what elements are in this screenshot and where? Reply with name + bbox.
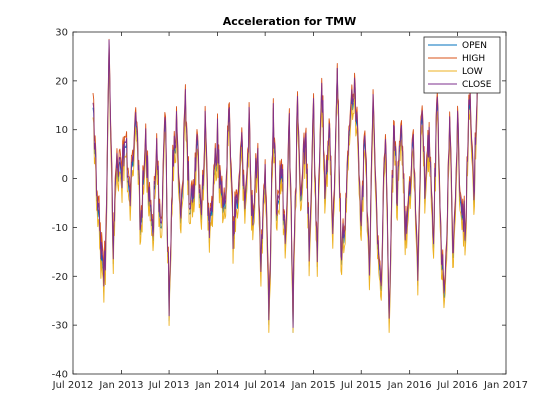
- axes-frame: [72, 31, 507, 375]
- legend-label-open: OPEN: [462, 41, 487, 51]
- y-tick-label: -10: [52, 223, 68, 234]
- legend-label-close: CLOSE: [462, 80, 492, 90]
- series-line-close: [92, 39, 479, 328]
- x-tick-label: Jan 2013: [98, 380, 143, 391]
- x-tick-label: Jan 2017: [483, 380, 528, 391]
- chart-title: Acceleration for TMW: [223, 15, 357, 28]
- x-tick-label: Jul 2016: [436, 380, 478, 391]
- y-tick-label: 10: [55, 125, 68, 136]
- y-tick-label: -20: [52, 272, 68, 283]
- x-tick-label: Jan 2014: [194, 380, 239, 391]
- y-tick-label: 0: [62, 174, 68, 185]
- y-tick-label: -40: [52, 370, 68, 381]
- legend-label-high: HIGH: [462, 54, 485, 64]
- y-tick-label: 20: [55, 76, 68, 87]
- x-tick-label: Jul 2014: [244, 380, 286, 391]
- x-tick-label: Jan 2016: [387, 380, 432, 391]
- legend: OPEN HIGH LOW CLOSE: [423, 36, 501, 94]
- x-tick-label: Jul 2015: [340, 380, 382, 391]
- legend-label-low: LOW: [462, 67, 483, 77]
- series-layer: [92, 38, 479, 333]
- y-tick-label: 30: [55, 28, 68, 39]
- y-tick-label: -30: [52, 321, 68, 332]
- x-tick-label: Jan 2015: [291, 380, 336, 391]
- x-tick-label: Jul 2012: [52, 380, 94, 391]
- x-tick-label: Jul 2013: [148, 380, 190, 391]
